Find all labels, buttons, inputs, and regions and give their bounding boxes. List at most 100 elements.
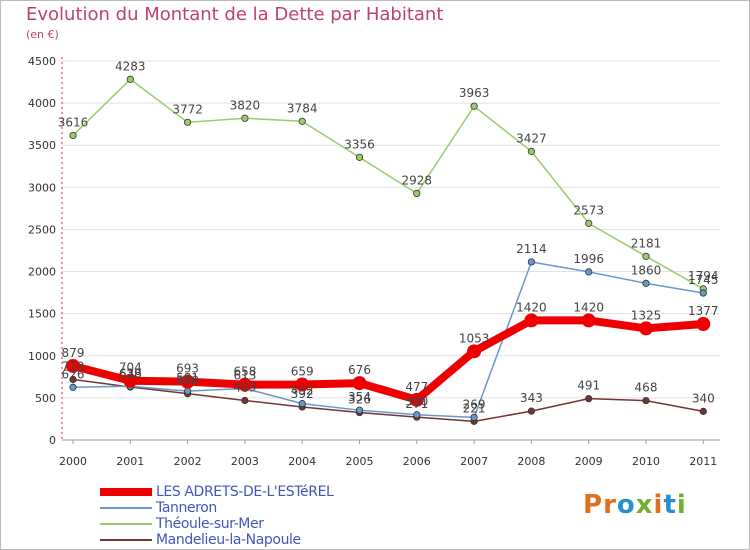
legend-swatch-tanneron bbox=[100, 507, 152, 509]
legend-label-theoule: Théoule-sur-Mer bbox=[156, 516, 264, 532]
legend-label-les-adrets: LES ADRETS-DE-L'ESTéREL bbox=[156, 484, 334, 500]
data-label-3: 491 bbox=[577, 379, 600, 393]
data-label-2: 3784 bbox=[287, 101, 318, 115]
data-label-2: 3616 bbox=[58, 115, 89, 129]
y-tick-label: 0 bbox=[49, 434, 56, 447]
series-point-2 bbox=[642, 252, 650, 260]
y-tick-label: 3500 bbox=[28, 139, 56, 152]
data-label-1: 432 bbox=[291, 384, 314, 398]
y-tick-label: 4000 bbox=[28, 97, 56, 110]
data-label-0: 676 bbox=[348, 363, 371, 377]
data-label-0: 1420 bbox=[573, 300, 604, 314]
series-line-0 bbox=[69, 316, 708, 404]
chart-axes: 0 500 1000 1500 2000 2500 3000 3500 4000 4500 2000… bbox=[28, 55, 720, 468]
proxiti-logo: Proxiti bbox=[583, 490, 687, 520]
series-point-main bbox=[409, 392, 424, 407]
data-label-1: 613 bbox=[233, 368, 256, 382]
series-point-3 bbox=[642, 396, 650, 405]
data-label-3: 719 bbox=[62, 359, 85, 373]
series-point-main bbox=[352, 376, 367, 391]
data-label-0: 1053 bbox=[459, 331, 490, 345]
x-tick-label: 2000 bbox=[59, 455, 87, 468]
data-label-3: 469 bbox=[233, 380, 256, 394]
chart-series bbox=[66, 75, 711, 425]
series-point-1 bbox=[642, 279, 650, 287]
data-label-1: 1996 bbox=[573, 252, 604, 266]
data-label-1: 638 bbox=[119, 366, 142, 380]
series-point-2 bbox=[241, 114, 249, 122]
data-label-1: 269 bbox=[463, 397, 486, 411]
data-label-1: 2114 bbox=[516, 242, 547, 256]
series-point-main bbox=[295, 377, 310, 392]
y-tick-label: 500 bbox=[35, 392, 56, 405]
series-point-3 bbox=[527, 407, 536, 415]
data-label-3: 550 bbox=[176, 374, 199, 388]
series-point-main bbox=[66, 358, 80, 373]
series-point-main bbox=[581, 313, 596, 328]
legend-label-tanneron: Tanneron bbox=[156, 500, 217, 516]
chart-unit: (en €) bbox=[26, 28, 59, 41]
data-label-3: 221 bbox=[463, 401, 486, 415]
series-point-2 bbox=[355, 153, 364, 161]
data-label-3: 629 bbox=[119, 367, 142, 381]
data-label-1: 1745 bbox=[688, 273, 719, 287]
series-point-main bbox=[237, 377, 252, 392]
data-label-0: 1420 bbox=[516, 300, 547, 314]
series-point-1 bbox=[527, 258, 536, 266]
chart-title: Evolution du Montant de la Dette par Hab… bbox=[26, 4, 444, 25]
data-label-0: 693 bbox=[176, 362, 199, 376]
x-tick-label: 2003 bbox=[231, 455, 259, 468]
series-point-main bbox=[696, 317, 711, 332]
logo-letter: x bbox=[635, 490, 654, 520]
data-label-0: 1325 bbox=[631, 308, 662, 322]
data-label-0: 477 bbox=[405, 380, 428, 394]
logo-letter: i bbox=[653, 490, 664, 520]
data-label-2: 4283 bbox=[115, 59, 146, 73]
series-point-1 bbox=[699, 289, 707, 297]
data-label-1: 354 bbox=[348, 390, 371, 404]
data-label-1: 581 bbox=[176, 371, 199, 385]
legend-swatch-mandelieu bbox=[100, 539, 152, 541]
x-tick-label: 2007 bbox=[460, 455, 488, 468]
data-label-2: 3820 bbox=[230, 98, 261, 112]
series-point-main bbox=[467, 344, 482, 359]
data-label-2: 2928 bbox=[402, 173, 433, 187]
series-point-2 bbox=[585, 219, 593, 227]
data-label-2: 2573 bbox=[573, 203, 604, 217]
series-point-1 bbox=[585, 268, 593, 276]
legend-label-mandelieu: Mandelieu-la-Napoule bbox=[156, 532, 301, 548]
series-line-1 bbox=[72, 261, 705, 419]
series-line-2 bbox=[72, 78, 705, 290]
line-chart: 0 500 1000 1500 2000 2500 3000 3500 4000 4500 2000… bbox=[28, 55, 720, 468]
series-point-1 bbox=[470, 413, 478, 421]
x-tick-label: 2008 bbox=[517, 455, 545, 468]
data-label-0: 879 bbox=[62, 346, 85, 360]
series-point-main bbox=[524, 313, 539, 328]
logo-letter: i bbox=[676, 490, 687, 520]
logo-letter: r bbox=[603, 490, 617, 520]
x-tick-label: 2001 bbox=[116, 455, 144, 468]
x-tick-label: 2009 bbox=[575, 455, 603, 468]
data-label-3: 326 bbox=[348, 393, 371, 407]
logo-letter: P bbox=[583, 490, 604, 520]
series-point-2 bbox=[527, 147, 536, 155]
series-point-3 bbox=[241, 396, 249, 405]
data-label-1: 300 bbox=[405, 395, 428, 409]
x-tick-label: 2002 bbox=[174, 455, 202, 468]
data-label-0: 1377 bbox=[688, 304, 719, 318]
data-label-2: 1794 bbox=[688, 269, 719, 283]
y-tick-label: 1000 bbox=[28, 350, 56, 363]
series-point-main bbox=[123, 373, 138, 388]
data-label-2: 2181 bbox=[631, 236, 662, 250]
data-label-0: 659 bbox=[291, 364, 314, 378]
y-tick-label: 3000 bbox=[28, 181, 56, 194]
data-label-3: 271 bbox=[405, 397, 428, 411]
legend-swatch-les-adrets bbox=[100, 488, 152, 496]
series-point-3 bbox=[69, 375, 77, 384]
data-label-2: 3356 bbox=[344, 137, 375, 151]
x-tick-label: 2006 bbox=[403, 455, 431, 468]
data-label-2: 3427 bbox=[516, 131, 547, 145]
data-label-2: 3963 bbox=[459, 86, 490, 100]
data-label-1: 626 bbox=[62, 367, 85, 381]
